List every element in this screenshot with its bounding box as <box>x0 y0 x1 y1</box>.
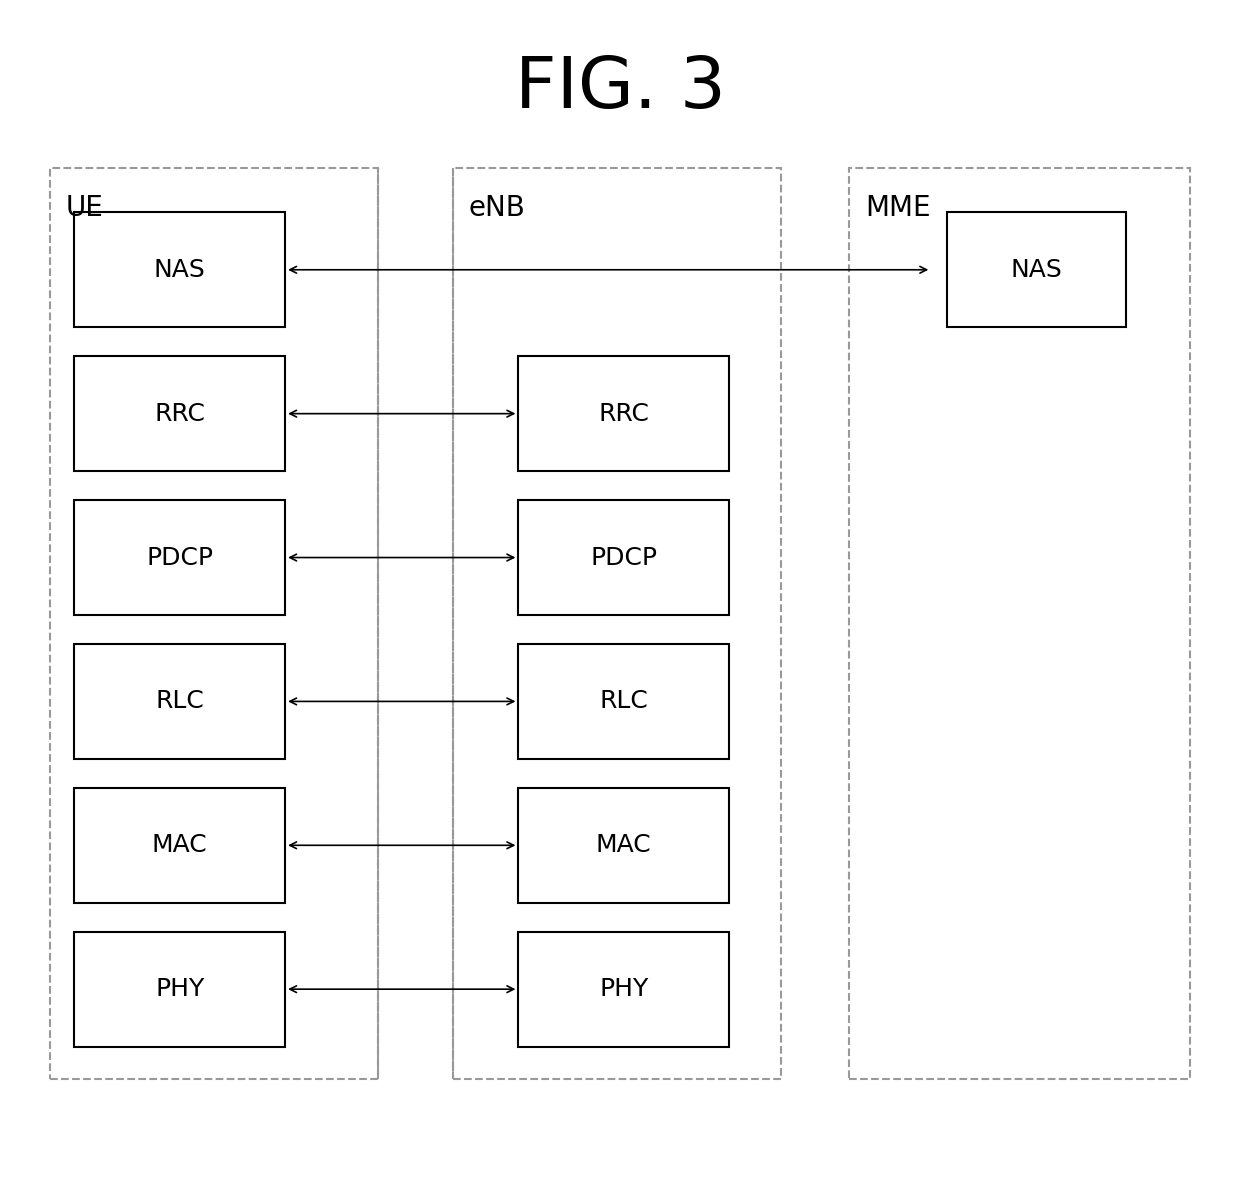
Text: PHY: PHY <box>155 977 205 1001</box>
Text: FIG. 3: FIG. 3 <box>515 54 725 123</box>
Bar <box>453 168 781 1079</box>
Text: UE: UE <box>66 194 104 222</box>
Bar <box>74 644 285 759</box>
Bar <box>518 644 729 759</box>
Text: RRC: RRC <box>598 402 650 426</box>
Text: NAS: NAS <box>154 258 206 282</box>
Bar <box>518 788 729 903</box>
Text: PDCP: PDCP <box>590 546 657 570</box>
Bar <box>74 500 285 615</box>
Bar <box>947 212 1126 327</box>
Bar <box>518 356 729 471</box>
Text: RLC: RLC <box>155 689 205 713</box>
Bar <box>518 500 729 615</box>
Text: MME: MME <box>866 194 931 222</box>
Bar <box>74 788 285 903</box>
Text: MAC: MAC <box>153 833 207 857</box>
Text: MAC: MAC <box>596 833 651 857</box>
Bar <box>849 168 1190 1079</box>
Text: RRC: RRC <box>154 402 206 426</box>
Bar <box>518 932 729 1047</box>
Text: PHY: PHY <box>599 977 649 1001</box>
Text: PDCP: PDCP <box>146 546 213 570</box>
Text: eNB: eNB <box>469 194 526 222</box>
Bar <box>74 932 285 1047</box>
Bar <box>74 212 285 327</box>
Text: RLC: RLC <box>599 689 649 713</box>
Text: NAS: NAS <box>1011 258 1063 282</box>
Bar <box>74 356 285 471</box>
Bar <box>50 168 378 1079</box>
